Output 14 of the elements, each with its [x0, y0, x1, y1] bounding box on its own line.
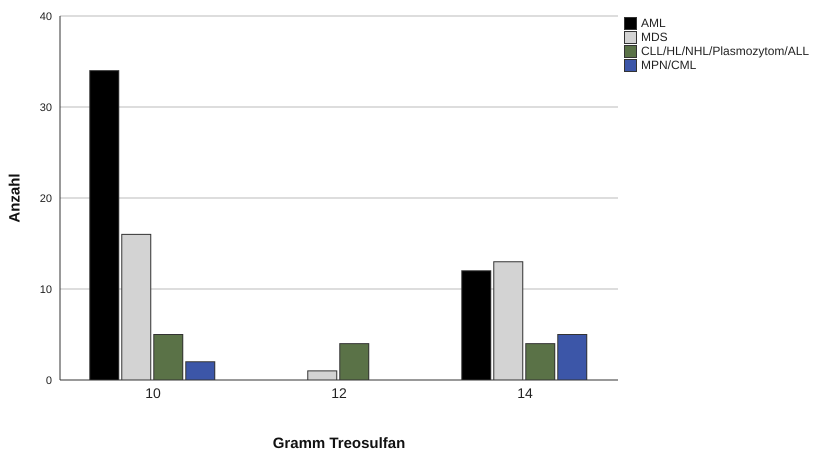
- legend-label: AML: [641, 16, 666, 30]
- y-axis-title: Anzahl: [6, 173, 24, 223]
- y-tick-label: 10: [40, 284, 52, 296]
- legend-label: MPN/CML: [641, 58, 696, 72]
- y-tick-label: 30: [40, 102, 52, 114]
- legend-label: MDS: [641, 30, 668, 44]
- legend-label: CLL/HL/NHL/Plasmozytom/ALL: [641, 44, 810, 58]
- y-tick-label: 40: [40, 10, 52, 23]
- x-tick-label: 14: [517, 384, 533, 401]
- y-tick-label: 20: [40, 192, 52, 205]
- x-axis-title: Gramm Treosulfan: [272, 435, 406, 452]
- y-tick-label: 0: [46, 374, 52, 387]
- x-tick-label: 10: [145, 384, 161, 401]
- x-tick-label: 12: [331, 384, 347, 401]
